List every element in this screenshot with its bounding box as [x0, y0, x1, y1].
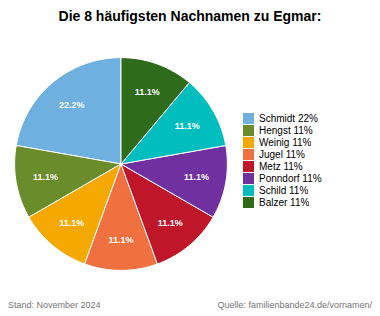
svg-text:11.1%: 11.1% [175, 120, 200, 130]
html-text:Schild 11%: Schild 11% [259, 184, 309, 196]
html-text:Die 8 häufigsten Nachnamen zu: Die 8 häufigsten Nachnamen zu Egmar: [58, 8, 322, 24]
svg-text:11.1%: 11.1% [135, 86, 160, 96]
svg-text:11.1%: 11.1% [33, 172, 58, 182]
html-text:Metz 11%: Metz 11% [259, 160, 303, 172]
html-text:Hengst 11%: Hengst 11% [259, 124, 313, 136]
html-text:Ponndorf 11%: Ponndorf 11% [259, 172, 322, 184]
html-text:Weinig 11%: Weinig 11% [259, 136, 312, 148]
svg-text:11.1%: 11.1% [108, 235, 133, 245]
html-text:Balzer 11%: Balzer 11% [259, 196, 310, 208]
svg-text:11.1%: 11.1% [158, 217, 183, 227]
html-text:Jugel 11%: Jugel 11% [259, 148, 305, 160]
html-text:Quelle: familienbande24.de/vor: Quelle: familienbande24.de/vornamen/ [217, 300, 372, 310]
svg-text:11.1%: 11.1% [184, 172, 209, 182]
html-text:Schmidt 22%: Schmidt 22% [259, 112, 318, 124]
html-text:Stand: November 2024: Stand: November 2024 [8, 300, 101, 310]
svg-text:11.1%: 11.1% [59, 217, 84, 227]
svg-text:22.2%: 22.2% [59, 100, 85, 110]
